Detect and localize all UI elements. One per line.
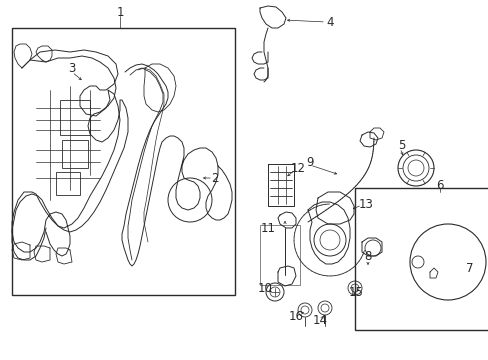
Text: 4: 4 [325, 15, 333, 28]
Bar [354, 188, 488, 330]
Text: 6: 6 [435, 179, 443, 192]
Bar [12, 28, 235, 295]
Text: 7: 7 [465, 261, 473, 275]
Bar [60, 100, 90, 135]
Text: 12: 12 [290, 162, 305, 175]
Text: 5: 5 [398, 139, 405, 152]
Text: 1: 1 [116, 5, 123, 18]
Text: 13: 13 [358, 198, 373, 211]
Text: 3: 3 [68, 62, 76, 75]
Text: 11: 11 [260, 221, 275, 234]
Text: 9: 9 [305, 156, 313, 168]
Text: 15: 15 [348, 285, 363, 298]
Bar [56, 172, 80, 195]
Text: 16: 16 [288, 310, 303, 323]
Text: 2: 2 [211, 171, 218, 185]
Text: 10: 10 [257, 282, 272, 294]
Text: 14: 14 [312, 314, 327, 327]
Bar [260, 225, 299, 285]
Bar [62, 140, 88, 168]
Text: 8: 8 [364, 249, 371, 262]
